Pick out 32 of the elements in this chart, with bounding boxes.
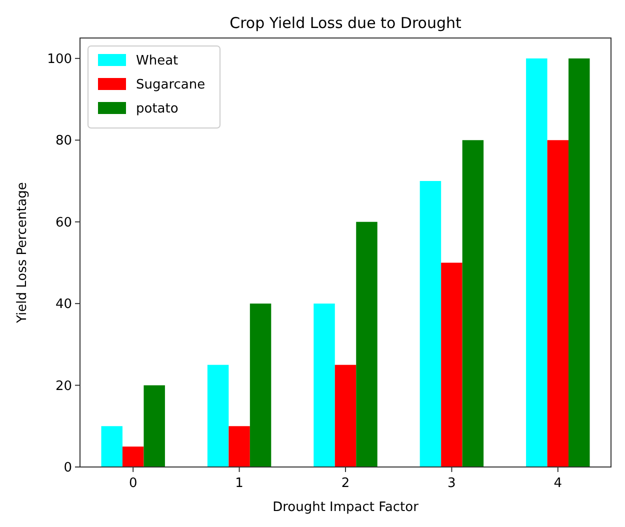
bar [356,222,378,467]
bar [568,58,590,467]
y-tick-label: 100 [47,52,72,67]
chart-title: Crop Yield Loss due to Drought [230,14,462,32]
x-tick-label: 3 [448,476,456,491]
bar [207,364,229,467]
y-tick-label: 20 [55,378,72,394]
bar [420,181,442,467]
legend-label: potato [136,102,178,117]
x-tick-label: 1 [235,476,244,491]
bar [441,262,462,467]
bar [144,385,165,467]
bar [122,446,144,467]
bar [101,426,122,467]
y-tick-label: 60 [55,215,72,230]
bar [250,304,272,467]
bar [314,304,335,467]
x-tick-label: 4 [554,476,562,491]
bar [334,364,356,467]
y-tick-label: 40 [55,297,72,312]
x-tick-label: 2 [341,476,350,491]
x-tick-label: 0 [128,476,138,491]
y-axis-title: Yield Loss Percentage [15,182,30,324]
bar [462,140,484,467]
bar [547,140,569,467]
bar [228,426,250,467]
legend-label: Wheat [136,54,178,69]
legend-label: Sugarcane [136,78,206,93]
y-tick-label: 80 [55,134,72,149]
y-tick-label: 0 [64,460,72,476]
bar [526,58,548,467]
x-axis-title: Drought Impact Factor [272,500,420,515]
